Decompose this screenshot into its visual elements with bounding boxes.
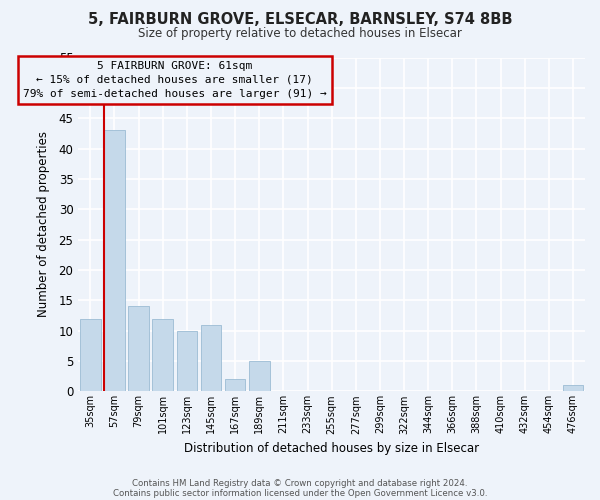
Text: Size of property relative to detached houses in Elsecar: Size of property relative to detached ho… (138, 28, 462, 40)
Bar (80, 318, 101, 392)
X-axis label: Distribution of detached houses by size in Elsecar: Distribution of detached houses by size … (184, 442, 479, 455)
Text: Contains public sector information licensed under the Open Government Licence v3: Contains public sector information licen… (113, 488, 487, 498)
Bar (128, 306, 149, 392)
Bar (104, 130, 125, 392)
Bar (152, 318, 173, 392)
Bar (563, 386, 583, 392)
Text: 5 FAIRBURN GROVE: 61sqm
← 15% of detached houses are smaller (17)
79% of semi-de: 5 FAIRBURN GROVE: 61sqm ← 15% of detache… (23, 60, 326, 100)
Y-axis label: Number of detached properties: Number of detached properties (37, 132, 50, 318)
Text: 5, FAIRBURN GROVE, ELSECAR, BARNSLEY, S74 8BB: 5, FAIRBURN GROVE, ELSECAR, BARNSLEY, S7… (88, 12, 512, 28)
Bar (176, 330, 197, 392)
Bar (225, 379, 245, 392)
Bar (201, 324, 221, 392)
Text: Contains HM Land Registry data © Crown copyright and database right 2024.: Contains HM Land Registry data © Crown c… (132, 478, 468, 488)
Bar (249, 361, 269, 392)
